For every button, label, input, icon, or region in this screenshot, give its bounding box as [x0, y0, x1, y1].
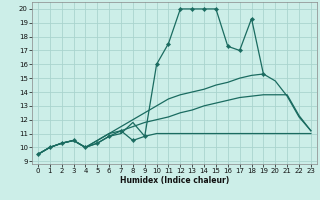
X-axis label: Humidex (Indice chaleur): Humidex (Indice chaleur) — [120, 176, 229, 185]
